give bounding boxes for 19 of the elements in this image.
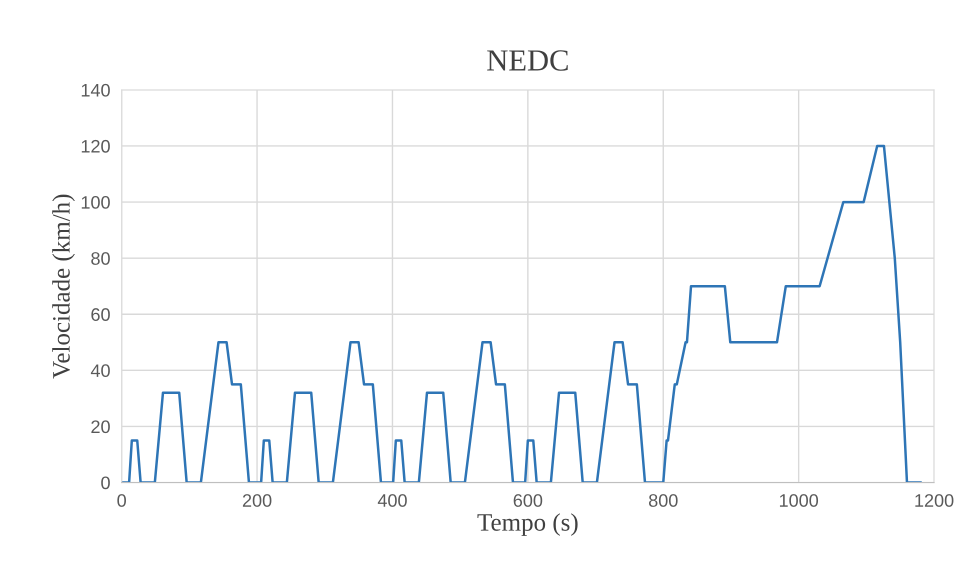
y-tick-label: 140 [82,84,110,97]
x-tick-label: 400 [378,494,407,507]
x-tick-label: 200 [242,494,272,507]
x-tick-label: 1200 [915,494,954,507]
y-tick-label: 20 [91,420,110,434]
x-tick-label: 0 [117,494,126,507]
y-tick-label: 100 [82,196,110,209]
chart-title: NEDC [487,50,568,71]
y-axis-title: Velocidade (km/h) [52,194,75,379]
x-axis-title: Tempo (s) [477,513,578,536]
y-tick-label: 120 [82,140,110,153]
y-tick-label: 80 [91,252,110,265]
line-series [122,144,922,483]
y-tick-label: 60 [91,308,110,321]
x-tick-label: 1000 [780,494,818,507]
x-tick-label: 800 [648,494,678,507]
y-tick-label: 40 [90,364,110,378]
y-tick-label: 0 [101,476,110,490]
x-tick-label: 600 [514,494,542,507]
